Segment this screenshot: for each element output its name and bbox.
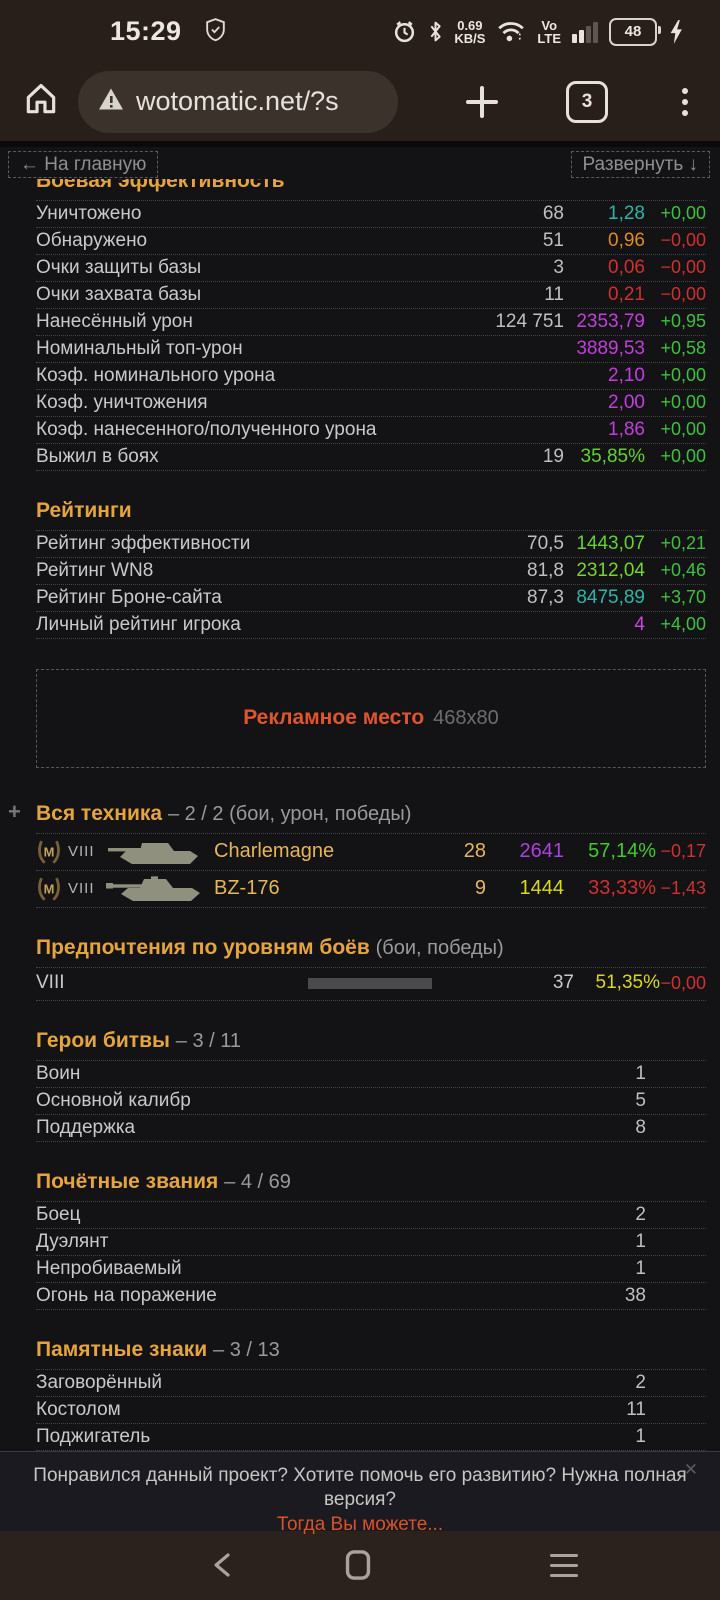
- list-item: Боец 2: [36, 1202, 706, 1229]
- nav-back-button[interactable]: [0, 1549, 300, 1581]
- table-row: Номинальный топ-урон 3889,53 +0,58: [36, 336, 706, 363]
- battery-icon: 48: [609, 17, 661, 46]
- table-row: Коэф. уничтожения 2,00 +0,00: [36, 390, 706, 417]
- table-row: Нанесённый урон 124 751 2353,79 +0,95: [36, 309, 706, 336]
- marks-table: Заговорённый 2 Костолом 11 Поджигатель 1: [36, 1370, 706, 1451]
- svg-text:M: M: [44, 881, 55, 896]
- section-title-vehicles: + Вся техника – 2 / 2 (бои, урон, победы…: [8, 798, 706, 834]
- bluetooth-icon: [428, 19, 443, 44]
- tank-silhouette-icon: [106, 837, 212, 867]
- nav-home-button[interactable]: [300, 1548, 415, 1582]
- mastery-badge-icon: M: [36, 838, 68, 866]
- table-row: Рейтинг Броне-сайта 87,3 8475,89 +3,70: [36, 585, 706, 612]
- alarm-icon: [392, 19, 417, 44]
- list-item: Непробиваемый 1: [36, 1256, 706, 1283]
- vehicles-table: M VIII Charlemagne 28 2641 57,14% −0,17: [36, 834, 706, 908]
- table-row: Очки захвата базы 11 0,21 −0,00: [36, 282, 706, 309]
- android-nav-bar: [0, 1530, 720, 1600]
- ratings-table: Рейтинг эффективности 70,5 1443,07 +0,21…: [36, 531, 706, 639]
- shield-check-icon: [204, 17, 227, 47]
- charging-icon: [668, 19, 684, 45]
- signal-icon: [572, 21, 598, 43]
- tank-silhouette-icon: [106, 874, 212, 904]
- list-item: Дуэлянт 1: [36, 1229, 706, 1256]
- clock: 15:29: [110, 16, 182, 47]
- wifi-icon: [496, 19, 526, 44]
- list-item: Заговорённый 2: [36, 1370, 706, 1397]
- table-row: Уничтожено 68 1,28 +0,00: [36, 201, 706, 228]
- svg-text:M: M: [44, 844, 55, 859]
- tank-row[interactable]: M VIII BZ-176 9 1444 33,33% −1,43: [36, 871, 706, 908]
- heroes-table: Воин 1 Основной калибр 5 Поддержка 8: [36, 1061, 706, 1142]
- hamburger-icon: [550, 1553, 578, 1577]
- url-text: wotomatic.net/?s: [136, 86, 339, 117]
- combat-table: Уничтожено 68 1,28 +0,00 Обнаружено 51 0…: [36, 201, 706, 471]
- section-title-ratings: Рейтинги: [36, 495, 706, 531]
- honors-table: Боец 2 Дуэлянт 1 Непробиваемый 1: [36, 1202, 706, 1310]
- list-item: Основной калибр 5: [36, 1088, 706, 1115]
- table-row: Очки защиты базы 3 0,06 −0,00: [36, 255, 706, 282]
- site-warning-icon[interactable]: [98, 87, 124, 116]
- page-content: ← На главную Развернуть ↓ Боевая эффекти…: [0, 140, 720, 1451]
- new-tab-icon[interactable]: [466, 85, 498, 118]
- volte-indicator: Vo LTE: [537, 17, 561, 46]
- ad-size: 468x80: [433, 706, 499, 729]
- browser-toolbar: wotomatic.net/?s 3: [0, 63, 720, 141]
- section-title-levels: Предпочтения по уровням боёв (бои, побед…: [36, 932, 706, 968]
- list-item: Воин 1: [36, 1061, 706, 1088]
- table-row: Рейтинг WN8 81,8 2312,04 +0,46: [36, 558, 706, 585]
- table-row: Личный рейтинг игрока 4 +4,00: [36, 612, 706, 639]
- status-bar: 15:29 0.69 KB/S Vo LTE 48: [0, 0, 720, 64]
- ad-label: Рекламное место: [243, 706, 425, 730]
- table-row: Рейтинг эффективности 70,5 1443,07 +0,21: [36, 531, 706, 558]
- page-header-bar: ← На главную Развернуть ↓: [8, 150, 710, 179]
- mastery-badge-icon: M: [36, 875, 68, 903]
- section-title-marks: Памятные знаки – 3 / 13: [36, 1334, 706, 1370]
- menu-kebab-icon[interactable]: [672, 84, 698, 120]
- section-title-heroes: Герои битвы – 3 / 11: [36, 1025, 706, 1061]
- list-item: Поддержка 8: [36, 1115, 706, 1142]
- promo-question: Понравился данный проект? Хотите помочь …: [33, 1464, 687, 1510]
- tank-row[interactable]: M VIII Charlemagne 28 2641 57,14% −0,17: [36, 834, 706, 871]
- list-item: Огонь на поражение 38: [36, 1283, 706, 1310]
- page-top-divider: [0, 140, 720, 147]
- network-speed-indicator: 0.69 KB/S: [454, 17, 486, 46]
- table-row: Выжил в боях 19 35,85% +0,00: [36, 444, 706, 471]
- table-row: Коэф. номинального урона 2,10 +0,00: [36, 363, 706, 390]
- list-item: Костолом 11: [36, 1397, 706, 1424]
- levels-table: VIII 37 51,35% −0,00: [36, 968, 706, 1001]
- expand-plus-icon[interactable]: +: [8, 798, 21, 824]
- close-icon[interactable]: ✕: [683, 1459, 698, 1479]
- tab-switcher[interactable]: 3: [566, 80, 608, 123]
- promo-link[interactable]: Тогда Вы можете...: [276, 1513, 444, 1535]
- expand-button[interactable]: Развернуть ↓: [570, 151, 710, 179]
- section-title-honors: Почётные звания – 4 / 69: [36, 1166, 706, 1202]
- table-row: Обнаружено 51 0,96 −0,00: [36, 228, 706, 255]
- nav-menu-button[interactable]: [415, 1553, 720, 1577]
- list-item: Поджигатель 1: [36, 1424, 706, 1451]
- address-bar[interactable]: wotomatic.net/?s: [78, 70, 398, 133]
- table-row: Коэф. нанесенного/полученного урона 1,86…: [36, 417, 706, 444]
- battles-bar: [308, 977, 432, 989]
- level-row: VIII 37 51,35% −0,00: [36, 968, 706, 1001]
- ad-placeholder: Рекламное место 468x80: [36, 668, 706, 768]
- promo-banner: Понравился данный проект? Хотите помочь …: [0, 1450, 720, 1535]
- home-icon[interactable]: [22, 80, 60, 123]
- back-to-main-button[interactable]: ← На главную: [8, 151, 159, 179]
